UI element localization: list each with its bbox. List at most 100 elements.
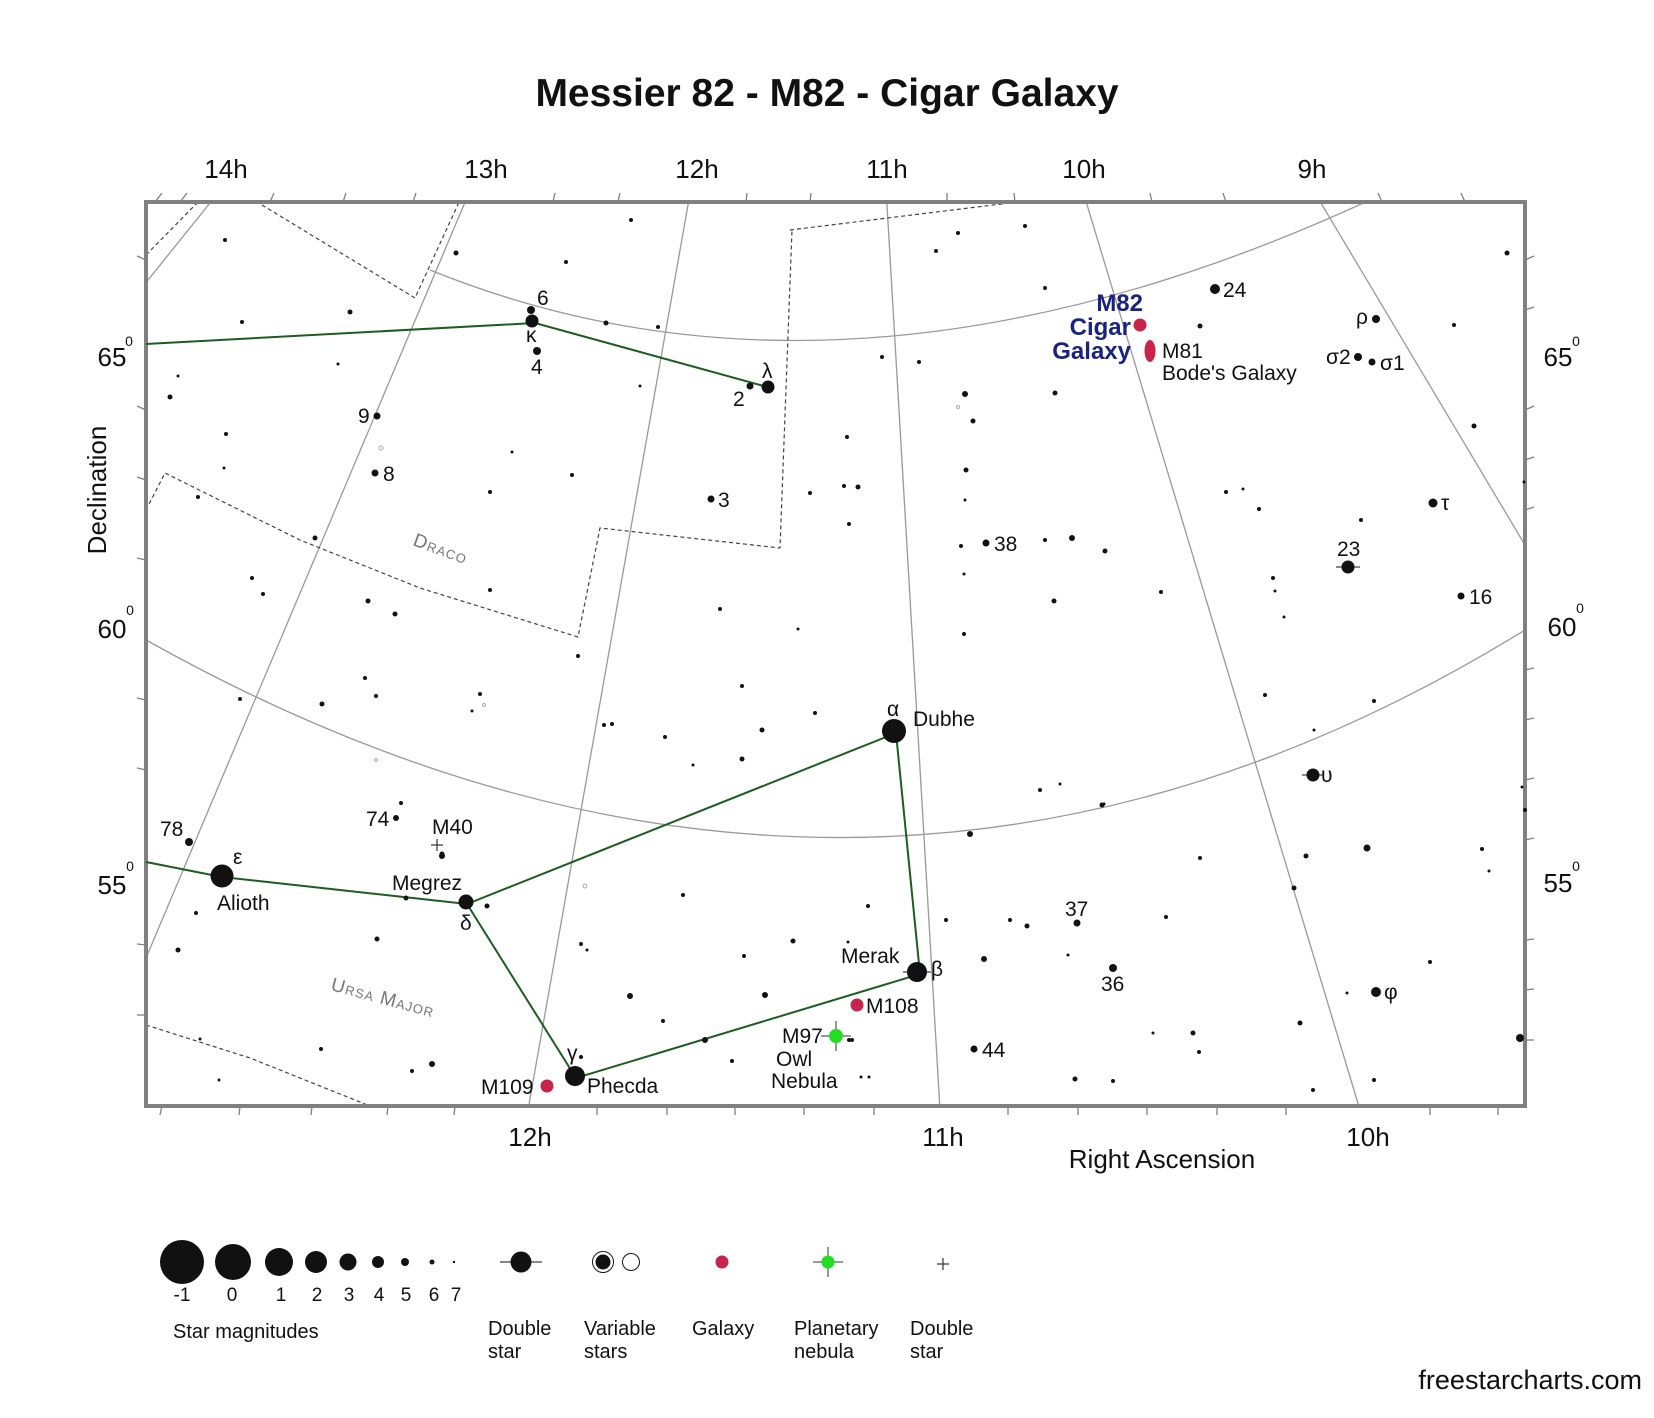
axis-labels: 14h 13h 12h 11h 10h 9h 12h 11h 10h 65 0 … [82,154,1584,1174]
m40-double-star-marker[interactable] [431,839,443,851]
mag-dot [339,1253,357,1271]
frame-ticks [136,192,1535,1116]
dubhe-name: Dubhe [913,708,975,731]
star-label: 4 [531,356,543,379]
mag-value: 6 [429,1285,440,1306]
double-star-marks [903,566,1360,973]
x-axis-title: Right Ascension [1069,1144,1255,1174]
m81-galaxy-marker[interactable] [1144,340,1156,362]
constellation-label-ursa-major: Ursa Major [329,975,437,1023]
m97-label: M97 [782,1025,823,1048]
variable-star-markers [374,405,960,889]
ra-line-11h [886,202,941,1106]
dec-tick-left-sup: 0 [126,602,134,618]
star-label: 3 [718,489,730,512]
star-kappa [525,314,539,328]
ra-tick-bottom: 10h [1346,1122,1389,1152]
m81-common-label: Bode's Galaxy [1162,362,1297,385]
alioth-greek: ε [233,846,242,869]
mag-value: 3 [344,1285,355,1306]
star-phi [1371,987,1381,997]
star-36 [1109,964,1117,972]
site-credit: freestarcharts.com [1418,1365,1642,1395]
chart-frame [144,200,1527,1108]
star-9 [373,412,381,420]
phecda-greek: γ [567,1042,578,1065]
boundary-draco-upper [146,202,199,256]
star-44 [970,1045,978,1053]
mag-value: 2 [312,1285,323,1306]
merak-name: Merak [841,945,900,968]
star-78 [185,838,193,846]
legend-galaxy-symbol [715,1255,729,1269]
ra-line-12h [528,202,690,1106]
star-8 [371,469,379,477]
mag-value: 5 [401,1285,412,1306]
dec-tick-left: 60 [98,614,127,644]
star-label-group: 6 κ 4 λ 2 9 8 3 38 24 ρ σ2 σ1 τ 23 16 υ … [160,279,1492,1099]
legend-caption: Planetary [794,1318,879,1340]
star-label: 36 [1101,973,1124,996]
star-label: 37 [1065,898,1088,921]
legend-caption: nebula [794,1341,855,1363]
ra-line-13h [146,202,466,959]
star-2 [746,382,754,390]
star-label: λ [762,360,773,383]
mag-dot [429,1259,435,1265]
ra-tick-top: 9h [1298,154,1327,184]
star-tau [1428,498,1438,508]
mag-value: 0 [227,1285,238,1306]
mag-dot [215,1244,251,1280]
star-label: σ1 [1380,352,1405,375]
ra-tick-top: 13h [464,154,507,184]
megrez-greek: δ [460,912,472,935]
coordinate-grid [146,202,1525,1106]
star-label: φ [1384,981,1398,1004]
m109-galaxy-marker[interactable] [540,1079,554,1093]
star-label: 6 [537,287,549,310]
dec-tick-right-sup: 0 [1572,333,1580,349]
legend-double-star-symbol [500,1251,542,1273]
legend-caption: Galaxy [692,1318,754,1340]
star-megrez [458,894,474,910]
star-sigma2 [1354,353,1362,361]
m82-galaxy-marker[interactable] [1133,318,1147,332]
star-rho [1372,315,1380,323]
legend-caption: star [488,1341,522,1363]
m82-name: M82 [1096,290,1143,317]
m97-planetary-nebula-marker[interactable] [821,1021,851,1051]
star-lambda [761,380,775,394]
dec-tick-right: 65 [1544,342,1573,372]
m108-galaxy-marker[interactable] [850,998,864,1012]
labelled-stars [185,284,1465,1086]
m108-label: M108 [866,995,919,1018]
star-label: 9 [358,405,370,428]
star-4 [533,347,541,355]
ra-tick-top: 11h [866,154,907,184]
boundary-draco-box [261,202,460,299]
legend-caption: Double [488,1318,551,1340]
dec-tick-right-sup: 0 [1576,600,1584,616]
dec-tick-right-sup: 0 [1572,858,1580,874]
m109-label: M109 [481,1076,534,1099]
star-24 [1210,284,1220,294]
legend-planetary-nebula-symbol [813,1247,843,1277]
phecda-name: Phecda [587,1075,659,1098]
legend-captions: Double star Variable stars Galaxy Planet… [488,1318,973,1363]
ra-line-14h [146,202,212,284]
megrez-name: Megrez [392,872,462,895]
dec-tick-left-sup: 0 [126,858,134,874]
star-sigma1 [1368,358,1376,366]
magnitude-scale [160,1240,456,1284]
chart-title: Messier 82 - M82 - Cigar Galaxy [535,72,1119,115]
mag-dot [452,1260,456,1264]
dec-tick-left-sup: 0 [125,333,133,349]
m97-common-label-1: Owl [776,1048,812,1071]
mag-value: 4 [374,1285,385,1306]
legend-caption: Variable [584,1318,656,1340]
star-label: 24 [1223,279,1247,302]
star-16 [1457,592,1465,600]
faint-stars [167,218,1527,1092]
dec-arc-60 [146,629,1525,839]
